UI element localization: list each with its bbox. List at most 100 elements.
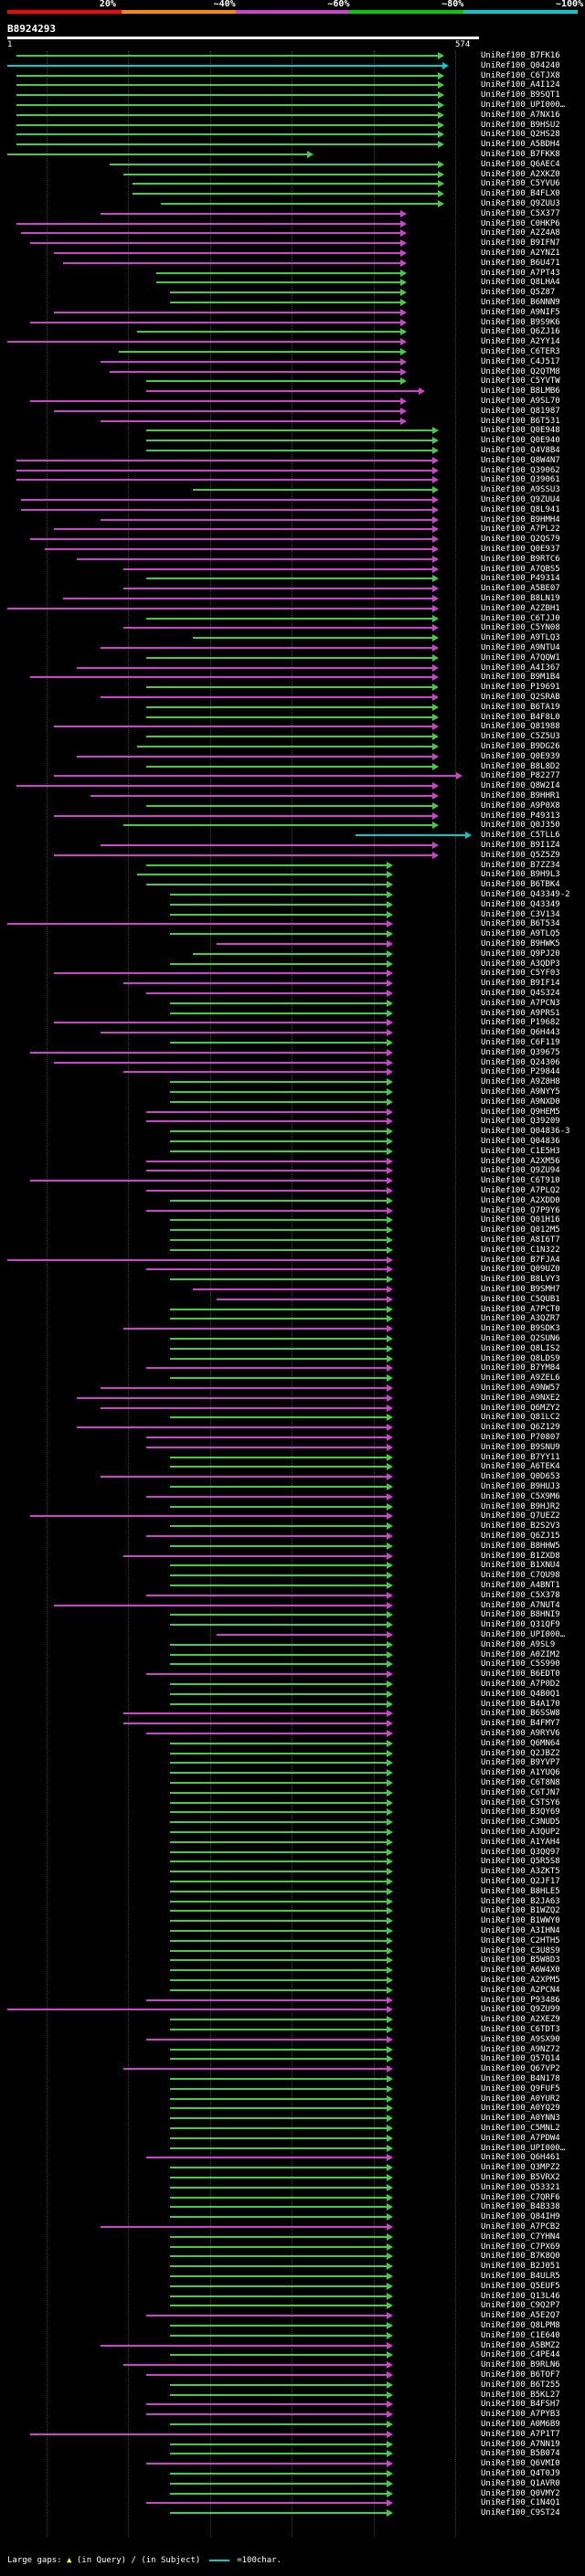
hit-label-link[interactable]: UniRef100_B7ZZ34 xyxy=(481,860,560,870)
hit-alignment-line[interactable] xyxy=(77,666,434,669)
hit-label-link[interactable]: UniRef100_B9RLN6 xyxy=(481,2360,560,2370)
hit-row[interactable]: UniRef100_Q84IH9 xyxy=(0,2212,585,2222)
hit-alignment-line[interactable] xyxy=(169,1791,388,1794)
hit-alignment-line[interactable] xyxy=(53,814,434,817)
hit-label-link[interactable]: UniRef100_A9TLQ3 xyxy=(481,633,560,643)
hit-label-link[interactable]: UniRef100_A1YAH4 xyxy=(481,1837,560,1847)
hit-alignment-line[interactable] xyxy=(169,1702,388,1705)
hit-label-link[interactable]: UniRef100_Q9ZUU4 xyxy=(481,495,560,504)
hit-row[interactable]: UniRef100_A7PCT0 xyxy=(0,1305,585,1315)
hit-alignment-line[interactable] xyxy=(169,1347,388,1350)
hit-row[interactable]: UniRef100_A9Z8H8 xyxy=(0,1077,585,1087)
hit-alignment-line[interactable] xyxy=(169,1881,388,1882)
hit-label-link[interactable]: UniRef100_C5YF03 xyxy=(481,969,560,979)
hit-row[interactable]: UniRef100_A6W4X0 xyxy=(0,1966,585,1976)
hit-alignment-line[interactable] xyxy=(169,1564,388,1567)
hit-label-link[interactable]: UniRef100_Q8LDS9 xyxy=(481,1353,560,1363)
hit-label-link[interactable]: UniRef100_B1WWY0 xyxy=(481,1916,560,1926)
hit-row[interactable]: UniRef100_C4J517 xyxy=(0,357,585,367)
hit-label-link[interactable]: UniRef100_B9HSU2 xyxy=(481,120,560,130)
hit-label-link[interactable]: UniRef100_P82277 xyxy=(481,771,560,781)
hit-label-link[interactable]: UniRef100_Q0E939 xyxy=(481,751,560,761)
hit-alignment-line[interactable] xyxy=(169,1100,388,1103)
hit-row[interactable]: UniRef100_A9NYY5 xyxy=(0,1087,585,1097)
hit-row[interactable]: UniRef100_C7QU98 xyxy=(0,1571,585,1581)
hit-label-link[interactable]: UniRef100_Q8LHA4 xyxy=(481,278,560,288)
hit-label-link[interactable]: UniRef100_Q84IH9 xyxy=(481,2212,560,2222)
hit-label-link[interactable]: UniRef100_A9Z8H8 xyxy=(481,1077,560,1087)
hit-alignment-line[interactable] xyxy=(53,409,401,412)
hit-row[interactable]: UniRef100_B9HJR2 xyxy=(0,1502,585,1512)
hit-label-link[interactable]: UniRef100_B6U471 xyxy=(481,258,560,268)
hit-label-link[interactable]: UniRef100_Q3QQ97 xyxy=(481,1847,560,1857)
hit-row[interactable]: UniRef100_B7FJA4 xyxy=(0,1256,585,1266)
hit-row[interactable]: UniRef100_B1WZQ2 xyxy=(0,1906,585,1916)
hit-label-link[interactable]: UniRef100_A9TLQ5 xyxy=(481,929,560,939)
hit-label-link[interactable]: UniRef100_A9SL9 xyxy=(481,1639,556,1649)
hit-label-link[interactable]: UniRef100_B9IFN7 xyxy=(481,239,560,249)
hit-label-link[interactable]: UniRef100_B9HJR2 xyxy=(481,1501,560,1511)
hit-label-link[interactable]: UniRef100_P19682 xyxy=(481,1018,560,1028)
hit-label-link[interactable]: UniRef100_Q6H443 xyxy=(481,1028,560,1038)
hit-alignment-line[interactable] xyxy=(169,1692,388,1695)
hit-alignment-line[interactable] xyxy=(53,1061,388,1064)
hit-label-link[interactable]: UniRef100_B9HUJ3 xyxy=(481,1482,560,1491)
hit-row[interactable]: UniRef100_C5TSY6 xyxy=(0,1798,585,1808)
hit-row[interactable]: UniRef100_Q9FUF5 xyxy=(0,2084,585,2094)
hit-alignment-line[interactable] xyxy=(16,123,439,126)
hit-row[interactable]: UniRef100_C6TJJ0 xyxy=(0,614,585,624)
hit-alignment-line[interactable] xyxy=(169,2216,388,2219)
hit-row[interactable]: UniRef100_A7P0D2 xyxy=(0,1680,585,1690)
hit-alignment-line[interactable] xyxy=(169,1930,388,1932)
hit-alignment-line[interactable] xyxy=(193,952,388,955)
hit-row[interactable]: UniRef100_Q8W4N7 xyxy=(0,456,585,466)
hit-alignment-line[interactable] xyxy=(169,1002,388,1004)
hit-alignment-line[interactable] xyxy=(169,1278,388,1281)
hit-label-link[interactable]: UniRef100_A7PCB2 xyxy=(481,2222,560,2231)
hit-label-link[interactable]: UniRef100_Q9ZU99 xyxy=(481,2005,560,2015)
hit-row[interactable]: UniRef100_Q8L941 xyxy=(0,505,585,515)
hit-alignment-line[interactable] xyxy=(169,1614,388,1617)
hit-row[interactable]: UniRef100_Q24306 xyxy=(0,1058,585,1068)
hit-label-link[interactable]: UniRef100_B6T255 xyxy=(481,2380,560,2390)
hit-row[interactable]: UniRef100_C1E640 xyxy=(0,2331,585,2341)
hit-alignment-line[interactable] xyxy=(146,736,434,738)
hit-row[interactable]: UniRef100_A4I367 xyxy=(0,663,585,673)
hit-row[interactable]: UniRef100_A3ZKT5 xyxy=(0,1867,585,1877)
hit-label-link[interactable]: UniRef100_C5YVTW xyxy=(481,376,560,387)
hit-alignment-line[interactable] xyxy=(169,1831,388,1833)
hit-label-link[interactable]: UniRef100_Q9ZUU3 xyxy=(481,199,560,208)
hit-row[interactable]: UniRef100_B7K8Q0 xyxy=(0,2252,585,2262)
hit-row[interactable]: UniRef100_A2XPM5 xyxy=(0,1976,585,1986)
hit-alignment-line[interactable] xyxy=(146,1446,388,1448)
hit-alignment-line[interactable] xyxy=(169,1782,388,1784)
hit-label-link[interactable]: UniRef100_B4A170 xyxy=(481,1699,560,1709)
hit-alignment-line[interactable] xyxy=(169,1910,388,1913)
hit-label-link[interactable]: UniRef100_A9RYV6 xyxy=(481,1729,560,1738)
hit-alignment-line[interactable] xyxy=(123,1712,388,1715)
hit-row[interactable]: UniRef100_A9NZ72 xyxy=(0,2045,585,2055)
hit-label-link[interactable]: UniRef100_A9SSU3 xyxy=(481,485,560,495)
hit-label-link[interactable]: UniRef100_A7PDW4 xyxy=(481,2133,560,2143)
hit-alignment-line[interactable] xyxy=(146,1190,388,1192)
hit-alignment-line[interactable] xyxy=(146,2463,388,2465)
hit-label-link[interactable]: UniRef100_B9HHR1 xyxy=(481,791,560,800)
hit-row[interactable]: UniRef100_P49313 xyxy=(0,811,585,822)
hit-alignment-line[interactable] xyxy=(146,1268,388,1271)
hit-alignment-line[interactable] xyxy=(146,2413,388,2416)
hit-alignment-line[interactable] xyxy=(146,2315,388,2317)
hit-row[interactable]: UniRef100_B4F8L0 xyxy=(0,713,585,723)
hit-row[interactable]: UniRef100_Q2SUN6 xyxy=(0,1334,585,1344)
hit-row[interactable]: UniRef100_A5E2Q7 xyxy=(0,2311,585,2321)
hit-row[interactable]: UniRef100_A4BNT1 xyxy=(0,1581,585,1591)
hit-alignment-line[interactable] xyxy=(169,1525,388,1528)
hit-alignment-line[interactable] xyxy=(30,242,401,245)
hit-row[interactable]: UniRef100_B6TOF7 xyxy=(0,2370,585,2380)
hit-alignment-line[interactable] xyxy=(137,746,434,747)
hit-row[interactable]: UniRef100_A9SSU3 xyxy=(0,485,585,495)
hit-row[interactable]: UniRef100_C5YVU6 xyxy=(0,179,585,189)
hit-row[interactable]: UniRef100_Q3QQ97 xyxy=(0,1848,585,1858)
hit-row[interactable]: UniRef100_A7NUT4 xyxy=(0,1601,585,1611)
hit-row[interactable]: UniRef100_Q6MN64 xyxy=(0,1739,585,1749)
hit-label-link[interactable]: UniRef100_Q43349 xyxy=(481,899,560,909)
